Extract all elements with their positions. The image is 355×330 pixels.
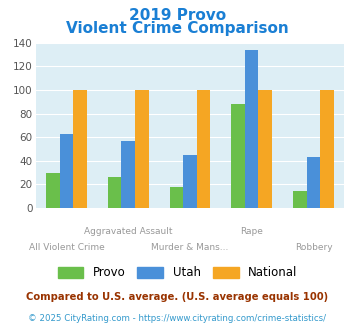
Legend: Provo, Utah, National: Provo, Utah, National [53, 262, 302, 284]
Bar [60, 134, 73, 208]
Text: Aggravated Assault: Aggravated Assault [84, 227, 173, 236]
Text: Violent Crime Comparison: Violent Crime Comparison [66, 21, 289, 36]
Bar [170, 187, 183, 208]
Text: Murder & Mans...: Murder & Mans... [151, 243, 229, 251]
Bar [258, 90, 272, 208]
Bar [307, 157, 320, 208]
Text: Robbery: Robbery [295, 243, 332, 251]
Bar [231, 104, 245, 208]
Bar [108, 177, 121, 208]
Text: Rape: Rape [240, 227, 263, 236]
Text: © 2025 CityRating.com - https://www.cityrating.com/crime-statistics/: © 2025 CityRating.com - https://www.city… [28, 314, 327, 323]
Bar [245, 50, 258, 208]
Bar [121, 141, 135, 208]
Text: Compared to U.S. average. (U.S. average equals 100): Compared to U.S. average. (U.S. average … [26, 292, 329, 302]
Bar [320, 90, 334, 208]
Bar [293, 191, 307, 208]
Bar [135, 90, 148, 208]
Bar [197, 90, 210, 208]
Text: 2019 Provo: 2019 Provo [129, 8, 226, 23]
Bar [46, 173, 60, 208]
Bar [73, 90, 87, 208]
Text: All Violent Crime: All Violent Crime [28, 243, 104, 251]
Bar [183, 155, 197, 208]
